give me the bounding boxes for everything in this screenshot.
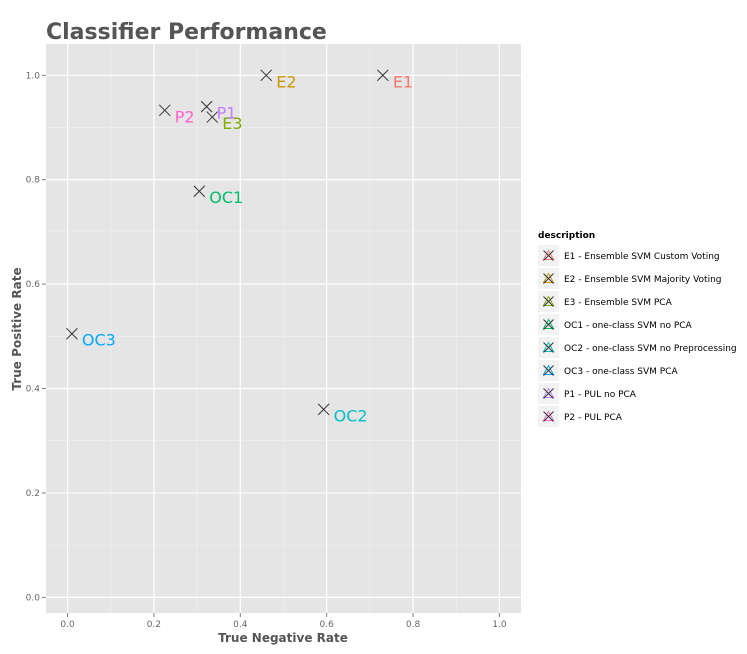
point-label-e3: E3 bbox=[222, 114, 242, 133]
x-tick-label: 1.0 bbox=[492, 620, 507, 630]
legend-label: OC2 - one-class SVM no Preprocessing bbox=[564, 344, 737, 354]
data-point-oc2: OC2 bbox=[317, 403, 368, 425]
data-points: E1 E2 E3 OC1 OC2 OC3 P1 P2 bbox=[66, 69, 413, 425]
point-label-oc3: OC3 bbox=[82, 331, 116, 350]
x-tick-label: 0.4 bbox=[233, 620, 248, 630]
x-axis-ticks: 0.0 0.2 0.4 0.6 0.8 1.0 bbox=[60, 613, 507, 630]
x-axis-title: True Negative Rate bbox=[218, 631, 348, 645]
legend-item-e1: E1 - Ensemble SVM Custom Voting bbox=[538, 245, 720, 266]
legend-item-e3: E3 - Ensemble SVM PCA bbox=[538, 291, 673, 312]
legend-key-cross bbox=[543, 365, 554, 376]
legend-item-oc3: OC3 - one-class SVM PCA bbox=[538, 360, 678, 381]
point-marker-stroke bbox=[66, 327, 78, 340]
legend-item-p1: P1 - PUL no PCA bbox=[538, 383, 637, 404]
data-point-e1: E1 bbox=[376, 69, 413, 91]
y-tick-label: 0.4 bbox=[26, 385, 41, 395]
legend-key-cross bbox=[543, 342, 554, 353]
legend-item-p2: P2 - PUL PCA bbox=[538, 406, 623, 427]
point-marker-stroke bbox=[193, 185, 206, 198]
point-label-oc2: OC2 bbox=[334, 406, 368, 425]
legend-key-cross bbox=[543, 250, 554, 261]
data-point-oc3: OC3 bbox=[66, 327, 116, 350]
legend-key-triangle bbox=[542, 272, 555, 283]
legend-key-triangle bbox=[542, 249, 555, 260]
point-label-p1: P1 bbox=[217, 104, 237, 123]
legend: description E1 - Ensemble SVM Custom Vot… bbox=[538, 231, 737, 427]
legend-key-cross bbox=[543, 388, 554, 399]
legend-label: OC1 - one-class SVM no PCA bbox=[564, 321, 693, 331]
legend-key-cross bbox=[543, 296, 554, 307]
x-tick-label: 0.2 bbox=[147, 620, 161, 630]
legend-title: description bbox=[538, 231, 595, 241]
legend-item-e2: E2 - Ensemble SVM Majority Voting bbox=[538, 268, 722, 289]
data-point-p2: P2 bbox=[158, 104, 195, 126]
point-marker-stroke bbox=[206, 111, 219, 123]
legend-key-cross bbox=[543, 319, 554, 330]
legend-label: P2 - PUL PCA bbox=[564, 413, 623, 423]
y-tick-label: 0.8 bbox=[26, 176, 41, 186]
data-point-oc1: OC1 bbox=[193, 185, 243, 207]
legend-label: E3 - Ensemble SVM PCA bbox=[564, 298, 673, 308]
point-marker-stroke bbox=[158, 104, 171, 117]
chart-title: Classifier Performance bbox=[46, 20, 327, 45]
grid-lines bbox=[46, 44, 521, 613]
legend-label: E1 - Ensemble SVM Custom Voting bbox=[564, 252, 720, 262]
point-label-e1: E1 bbox=[393, 72, 413, 91]
legend-label: OC3 - one-class SVM PCA bbox=[564, 367, 678, 377]
legend-item-oc2: OC2 - one-class SVM no Preprocessing bbox=[538, 337, 737, 358]
data-point-e2: E2 bbox=[260, 69, 297, 91]
point-label-p2: P2 bbox=[175, 107, 195, 126]
legend-key-triangle bbox=[542, 410, 555, 421]
legend-key-triangle bbox=[542, 364, 555, 375]
legend-label: P1 - PUL no PCA bbox=[564, 390, 637, 400]
x-tick-label: 0.6 bbox=[320, 620, 335, 630]
y-axis-title: True Positive Rate bbox=[10, 267, 24, 390]
y-tick-label: 0.6 bbox=[26, 280, 41, 290]
y-axis-ticks: 0.0 0.2 0.4 0.6 0.8 1.0 bbox=[26, 71, 46, 603]
legend-key-triangle bbox=[542, 387, 555, 398]
point-marker-stroke bbox=[200, 100, 213, 113]
legend-key-triangle bbox=[542, 341, 555, 352]
point-label-oc1: OC1 bbox=[209, 188, 243, 207]
legend-key-cross bbox=[543, 411, 554, 422]
x-tick-label: 0.0 bbox=[60, 620, 75, 630]
y-tick-label: 0.0 bbox=[26, 593, 41, 603]
legend-key-cross bbox=[543, 273, 554, 284]
point-label-e2: E2 bbox=[276, 72, 296, 91]
point-marker-stroke bbox=[317, 403, 330, 416]
legend-label: E2 - Ensemble SVM Majority Voting bbox=[564, 275, 722, 285]
x-tick-label: 0.8 bbox=[406, 620, 421, 630]
data-point-e3: E3 bbox=[206, 111, 243, 133]
y-tick-label: 0.2 bbox=[26, 489, 40, 499]
point-marker-stroke bbox=[260, 69, 273, 82]
y-tick-label: 1.0 bbox=[26, 71, 41, 81]
legend-key-triangle bbox=[542, 295, 555, 306]
data-point-p1: P1 bbox=[200, 100, 237, 123]
legend-key-triangle bbox=[542, 318, 555, 329]
point-marker-stroke bbox=[376, 69, 389, 82]
legend-item-oc1: OC1 - one-class SVM no PCA bbox=[538, 314, 693, 335]
